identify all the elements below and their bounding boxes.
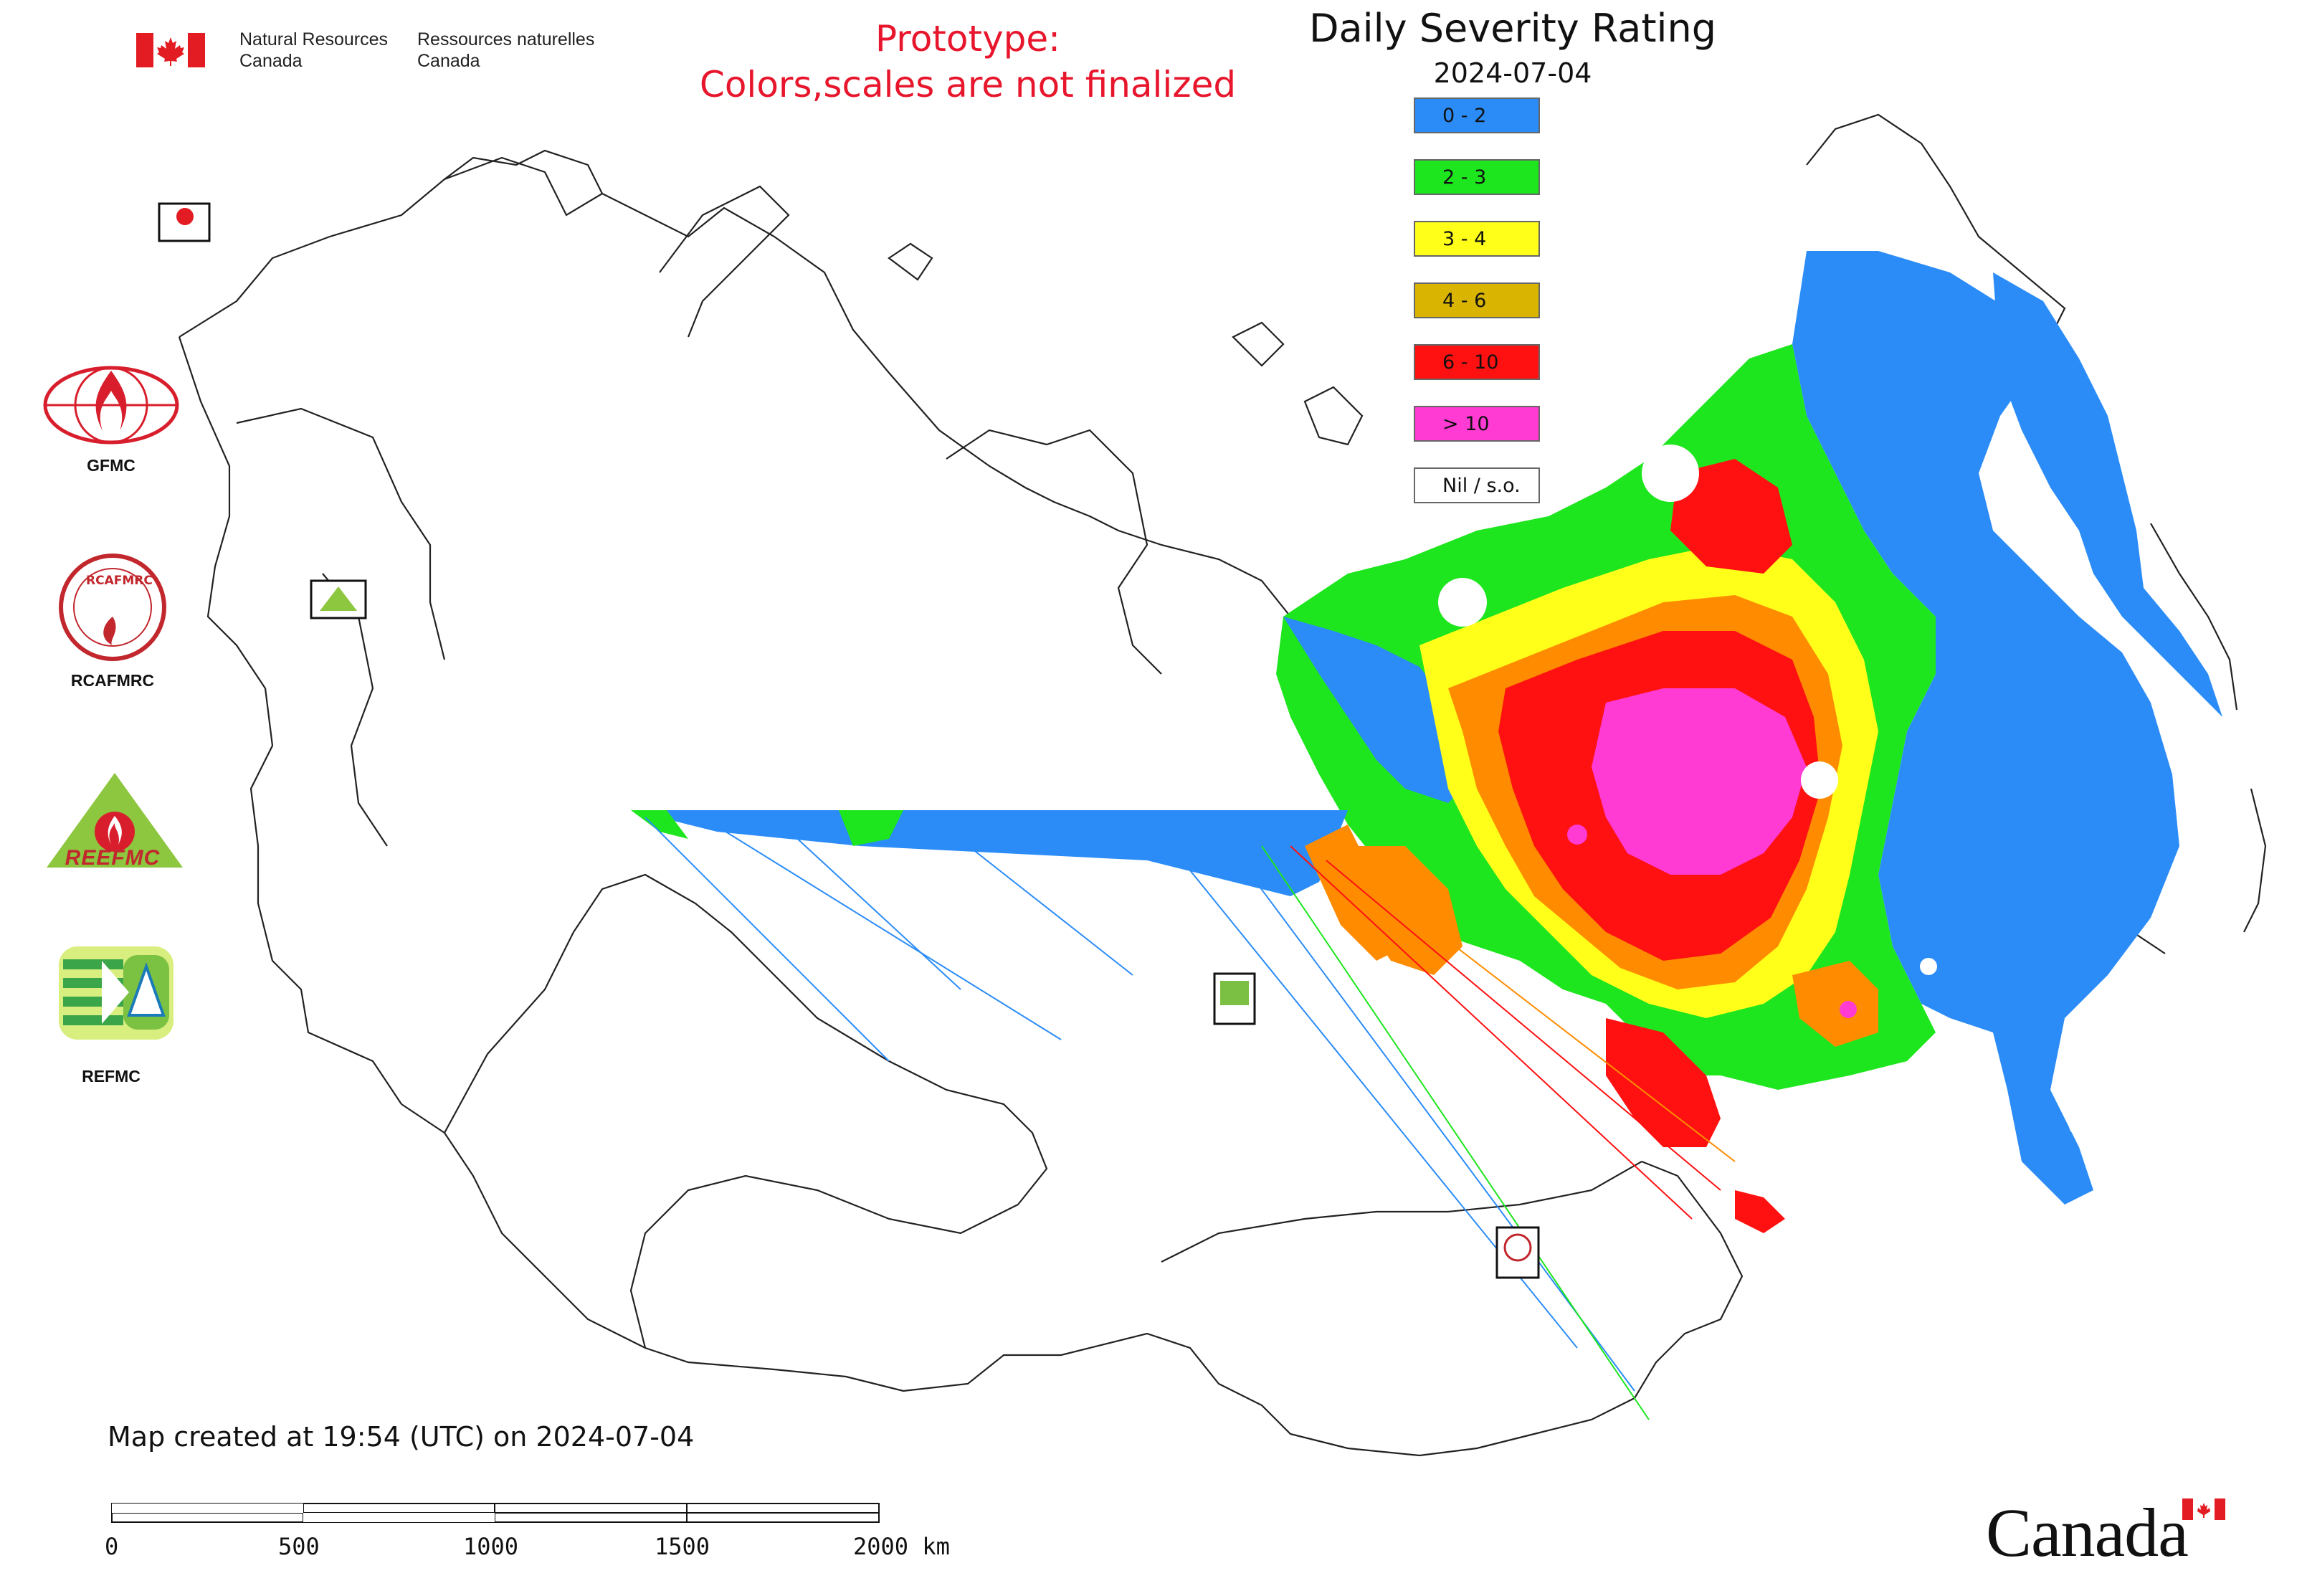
western-border (178, 336, 402, 1105)
refmc-station-icon (1220, 981, 1249, 1005)
legend-item-0-2: 0 - 2 (1414, 98, 1540, 133)
data-streaks (645, 817, 1736, 1420)
prototype-notice: Prototype: Colors,scales are not finaliz… (645, 16, 1290, 108)
no-data-spot-1 (1642, 445, 1699, 502)
nrcan-signature: Natural Resources Canada Ressources natu… (136, 27, 638, 77)
kamchatka-outline (2150, 523, 2238, 711)
sakhalin-outline (2243, 788, 2267, 933)
reefmc-logo-icon (47, 773, 183, 868)
refmc-logo-icon (59, 946, 173, 1040)
scale-tick-500: 500 (278, 1533, 320, 1560)
fire-hotspot-magenta (1567, 825, 1587, 845)
scale-tick-1500: 1500 (655, 1533, 710, 1560)
legend-item-4-6: 4 - 6 (1414, 282, 1540, 318)
chukotka-coast (1806, 113, 2066, 338)
area-blue-east (1792, 251, 2179, 1205)
severity-field (631, 251, 2222, 1233)
legend-item-2-3: 2 - 3 (1414, 159, 1540, 195)
area-red-south (1606, 1018, 1721, 1147)
dept-name-fr-2: Canada (417, 51, 480, 71)
canada-wordmark: Canada (1986, 1493, 2189, 1572)
scale-tick-2000: 2000 km (853, 1533, 950, 1560)
canada-wordmark-text: Canada (1986, 1494, 2189, 1571)
southern-border (401, 1103, 1744, 1457)
area-blue-strip (631, 810, 1348, 896)
refmc-label: REFMC (82, 1067, 141, 1086)
map-date: 2024-07-04 (1433, 57, 1592, 89)
legend-label: 6 - 10 (1442, 351, 1499, 374)
gfmc-logo-icon (43, 366, 179, 445)
area-magenta-core (1592, 688, 1807, 875)
rcafmrc-logo-icon (59, 554, 166, 661)
rcafmrc-station-box (1495, 1226, 1540, 1279)
area-blue-sakhalin (2007, 803, 2122, 903)
no-data-spot-3 (1438, 578, 1487, 627)
legend-label: 2 - 3 (1442, 166, 1487, 189)
scale-tick-0: 0 (105, 1533, 119, 1560)
legend-label: 3 - 4 (1442, 228, 1487, 250)
kola-peninsula (444, 149, 603, 194)
area-blue-kamchatka (1993, 272, 2222, 717)
scale-bar (111, 1503, 880, 1523)
dept-name-en-1: Natural Resources (239, 29, 389, 49)
legend-item-3-4: 3 - 4 (1414, 221, 1540, 257)
northern-coastline (179, 156, 1291, 617)
country-boundaries (178, 113, 2267, 1457)
dept-name-fr-1: Ressources naturelles (417, 29, 595, 49)
legend-item-6-10: 6 - 10 (1414, 344, 1540, 380)
prototype-line-2: Colors,scales are not finalized (699, 64, 1237, 105)
arctic-islands (888, 242, 1364, 446)
canada-flag-icon (136, 33, 205, 67)
gfmc-station-icon (176, 208, 194, 225)
area-red-north (1670, 459, 1792, 574)
gfmc-label: GFMC (87, 456, 135, 475)
reefmc-wordmark: REEFMC (65, 846, 161, 870)
area-orange-southwest (1348, 846, 1462, 975)
no-data-spot-5 (1920, 958, 1937, 975)
legend-label: > 10 (1442, 413, 1490, 435)
no-data-spot-2 (1801, 761, 1838, 799)
map-title: Daily Severity Rating (1308, 6, 1717, 51)
area-red-southeast (1735, 1190, 1785, 1233)
rcafmrc-label: RCAFMRC (70, 671, 155, 690)
no-data-spot-4 (2069, 1116, 2089, 1136)
map-created-timestamp: Map created at 19:54 (UTC) on 2024-07-04 (108, 1421, 695, 1453)
scale-tick-1000: 1000 (463, 1533, 519, 1560)
kazakhstan-outline (444, 873, 1048, 1205)
area-green-strip-mid (839, 810, 903, 846)
legend-label: Nil / s.o. (1442, 475, 1521, 497)
rcafmrc-station-icon (1503, 1233, 1532, 1262)
prototype-line-1: Prototype: (875, 18, 1061, 60)
taymyr-coast (946, 429, 1162, 675)
area-orange-strip-edge (1305, 825, 1405, 961)
internal-border-1 (236, 407, 446, 660)
dept-name-en-2: Canada (239, 51, 303, 71)
legend-label: 0 - 2 (1442, 105, 1487, 127)
area-blue-west (1283, 617, 1477, 803)
central-asia-outline (629, 1174, 1019, 1349)
legend-item-nil: Nil / s.o. (1414, 467, 1540, 503)
legend-label: 4 - 6 (1442, 290, 1487, 312)
mongolia-outline (1161, 1161, 1642, 1263)
canada-wordmark-flag-icon (2182, 1498, 2225, 1520)
legend-item-gt-10: > 10 (1414, 406, 1540, 442)
novaya-zemlya (659, 185, 790, 338)
reefmc-station-icon (320, 586, 357, 611)
map-station-markers (158, 202, 1540, 1279)
area-orange-south (1792, 961, 1878, 1047)
fire-hotspot-magenta-south (1840, 1001, 1857, 1018)
rcafmrc-seal-text: RCAFMRC (86, 574, 153, 588)
